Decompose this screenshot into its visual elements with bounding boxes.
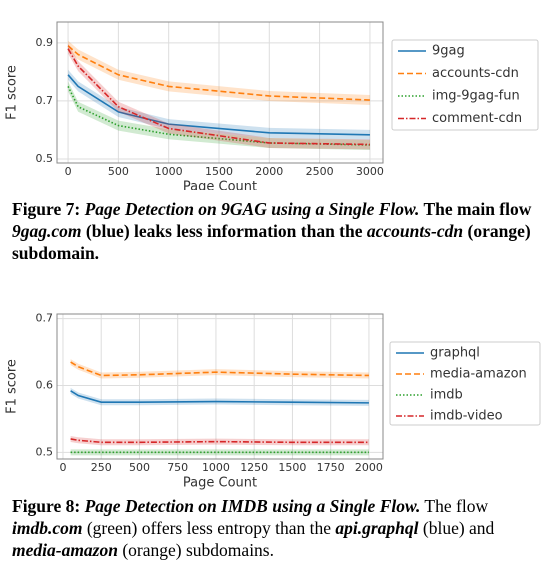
caption-label: Figure 8: (12, 496, 85, 516)
y-tick-label: 0.9 (36, 36, 54, 49)
caption-text: (orange) subdomain. (12, 221, 531, 263)
x-tick-label: 1500 (278, 461, 306, 474)
legend-box (389, 341, 541, 426)
series-line (67, 45, 370, 101)
legend-label: imdb-video (430, 409, 503, 424)
caption-text: The main flow (419, 199, 532, 219)
caption-term: 9gag.com (12, 221, 82, 241)
y-axis-label: F1 score (5, 65, 20, 120)
caption-title: Page Detection on 9GAG using a Single Fl… (84, 199, 420, 219)
x-tick-label: 2000 (255, 165, 283, 178)
x-tick-label: 1250 (240, 461, 268, 474)
plot-frame (56, 313, 384, 460)
confidence-band (68, 81, 370, 151)
legend-label: accounts-cdn (432, 66, 519, 81)
legend-label: graphql (430, 346, 480, 361)
caption-text: The flow (420, 496, 489, 516)
x-tick-label: 1750 (317, 461, 345, 474)
caption-text: (orange) subdomains. (117, 540, 274, 560)
x-tick-label: 2000 (355, 461, 383, 474)
caption-term: imdb.com (12, 518, 83, 538)
x-tick-label: 0 (59, 461, 66, 474)
x-tick-label: 750 (167, 461, 188, 474)
legend-label: imdb (430, 388, 463, 403)
x-tick-label: 2500 (306, 165, 334, 178)
legend-label: comment-cdn (432, 111, 522, 126)
caption: Figure 7: Page Detection on 9GAG using a… (12, 198, 538, 264)
x-tick-label: 500 (108, 165, 129, 178)
y-tick-label: 0.5 (36, 445, 54, 458)
legend-box (391, 39, 539, 131)
series-line (70, 438, 369, 444)
confidence-band (68, 69, 370, 140)
caption-term: accounts-cdn (366, 221, 464, 241)
legend-label: 9gag (432, 44, 465, 59)
caption-term: media-amazon (12, 540, 118, 560)
y-tick-label: 0.6 (36, 378, 54, 391)
series-line (70, 390, 369, 404)
y-axis-label: F1 score (5, 359, 20, 414)
x-axis-label: Page Count (183, 476, 257, 491)
y-tick-label: 0.5 (36, 152, 54, 165)
x-tick-label: 3000 (356, 165, 384, 178)
x-tick-label: 1000 (202, 461, 230, 474)
x-tick-label: 1500 (205, 165, 233, 178)
x-axis-label: Page Count (183, 180, 257, 191)
plot-area (57, 22, 383, 163)
x-tick-label: 250 (91, 461, 112, 474)
x-tick-label: 500 (129, 461, 150, 474)
legend-label: media-amazon (430, 367, 527, 382)
plot-frame (56, 21, 384, 164)
confidence-band (70, 449, 369, 456)
x-tick-label: 0 (65, 165, 72, 178)
caption-label: Figure 7: (12, 199, 85, 219)
chart: 0 500 1000 1500 2000 2500 3000 0.5 0.7 0.9 Page Co… (5, 21, 539, 191)
plot-area (57, 314, 383, 459)
x-tick-label: 1000 (155, 165, 183, 178)
caption-text: (green) offers less entropy than the (82, 518, 336, 538)
chart: 0 250 500 750 1000 1250 1500 1750 2000 0.5 0.6 0.7 P… (5, 312, 541, 491)
caption-text: (blue) and (418, 518, 495, 538)
caption-text: (blue) leaks less information than the (81, 221, 367, 241)
caption-term: api.graphql (335, 518, 419, 538)
y-tick-label: 0.7 (36, 312, 54, 325)
y-tick-label: 0.7 (36, 94, 54, 107)
legend-label: img-9gag-fun (432, 89, 520, 104)
series-line (67, 48, 370, 146)
caption: Figure 8: Page Detection on IMDB using a… (12, 495, 538, 561)
caption-title: Page Detection on IMDB using a Single Fl… (84, 496, 421, 516)
